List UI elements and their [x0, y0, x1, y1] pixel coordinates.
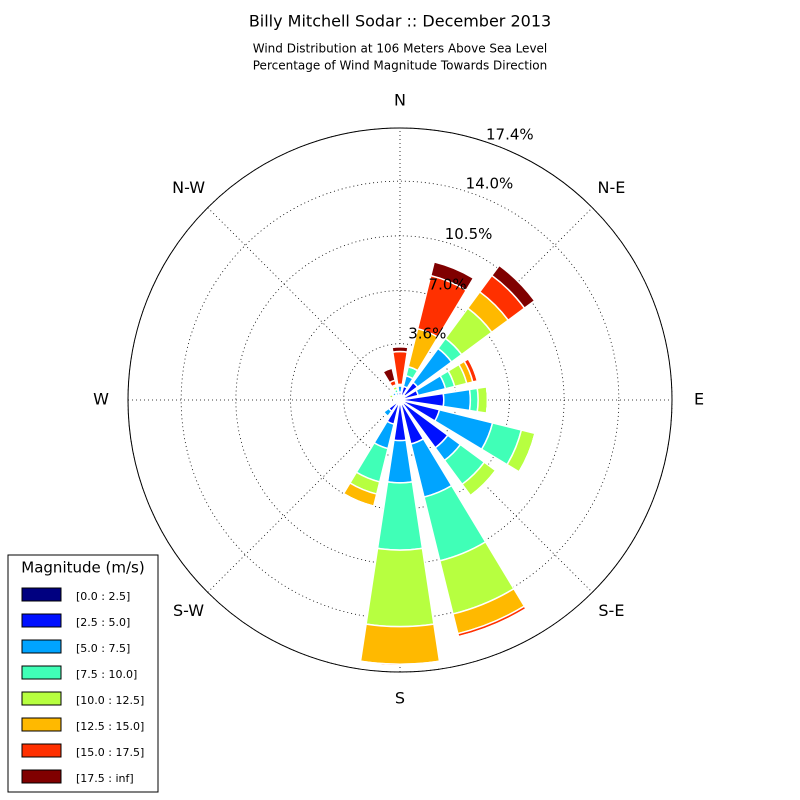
bar-segment [468, 387, 479, 413]
grid-ring [290, 290, 510, 510]
bar-segment [429, 261, 475, 292]
direction-label: E [694, 390, 704, 409]
legend-label: [7.5 : 10.0] [76, 668, 137, 681]
legend-swatch [21, 665, 62, 680]
legend-swatch [21, 613, 62, 628]
bar-segment [382, 367, 397, 384]
direction-label: S [395, 689, 405, 708]
direction-label: S-W [173, 601, 204, 620]
legend: Magnitude (m/s) [0.0 : 2.5] [2.5 : 5.0] [5.… [7, 554, 159, 793]
legend-title: Magnitude (m/s) [21, 559, 144, 577]
bar-segment [391, 401, 394, 405]
legend-label: [17.5 : inf] [76, 772, 134, 785]
bar-segment [381, 412, 388, 419]
bar-segment [442, 388, 472, 412]
direction-label: N [394, 91, 406, 110]
legend-label: [10.0 : 12.5] [76, 694, 144, 707]
legend-label: [0.0 : 2.5] [76, 590, 130, 603]
chart-title: Billy Mitchell Sodar :: December 2013 [249, 12, 551, 31]
legend-swatch [21, 587, 62, 602]
bar-segment [365, 547, 435, 628]
r-tick-label: 3.6% [408, 325, 446, 343]
r-tick-label: 10.5% [445, 225, 493, 243]
legend-swatch [21, 769, 62, 784]
direction-label: W [93, 390, 109, 409]
r-tick-label: 7.0% [429, 276, 467, 294]
grid-ring [127, 127, 673, 673]
legend-swatch [21, 639, 62, 654]
legend-label: [15.0 : 17.5] [76, 746, 144, 759]
bar-segment [391, 346, 409, 353]
legend-swatch [21, 717, 62, 732]
chart-subtitle: Percentage of Wind Magnitude Towards Dir… [253, 59, 547, 73]
legend-label: [2.5 : 5.0] [76, 616, 130, 629]
chart-subtitle: Wind Distribution at 106 Meters Above Se… [253, 42, 548, 56]
direction-label: N-E [597, 178, 625, 197]
r-tick-label: 14.0% [466, 174, 514, 192]
legend-label: [5.0 : 7.5] [76, 642, 130, 655]
legend-label: [12.5 : 15.0] [76, 720, 144, 733]
bar-segment [485, 386, 489, 414]
r-tick-label: 17.4% [486, 125, 534, 143]
bar-segment [458, 608, 527, 638]
bar-segment [470, 470, 498, 498]
direction-label: S-E [598, 601, 624, 620]
bar-segment [359, 623, 441, 665]
bar-segment [490, 264, 536, 310]
legend-swatch [21, 743, 62, 758]
direction-label: N-W [172, 178, 205, 197]
legend-swatch [21, 691, 62, 706]
bar-segment [518, 433, 536, 473]
bar-segment [476, 386, 489, 414]
grid-ring [180, 180, 620, 620]
